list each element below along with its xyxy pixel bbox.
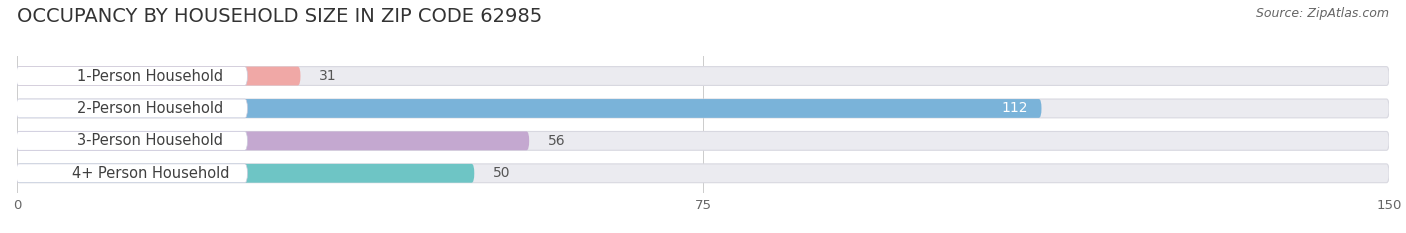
FancyBboxPatch shape (15, 131, 247, 150)
FancyBboxPatch shape (17, 131, 529, 150)
Text: 112: 112 (1001, 101, 1028, 115)
Text: OCCUPANCY BY HOUSEHOLD SIZE IN ZIP CODE 62985: OCCUPANCY BY HOUSEHOLD SIZE IN ZIP CODE … (17, 7, 543, 26)
FancyBboxPatch shape (15, 164, 247, 183)
Text: 3-Person Household: 3-Person Household (77, 133, 224, 148)
Text: 4+ Person Household: 4+ Person Household (72, 166, 229, 181)
FancyBboxPatch shape (17, 99, 1389, 118)
FancyBboxPatch shape (15, 67, 247, 86)
Text: 1-Person Household: 1-Person Household (77, 69, 224, 83)
FancyBboxPatch shape (17, 67, 301, 86)
FancyBboxPatch shape (17, 164, 474, 183)
Text: 2-Person Household: 2-Person Household (77, 101, 224, 116)
FancyBboxPatch shape (17, 131, 1389, 150)
FancyBboxPatch shape (17, 67, 1389, 86)
Text: 50: 50 (492, 166, 510, 180)
FancyBboxPatch shape (17, 164, 1389, 183)
Text: 31: 31 (319, 69, 336, 83)
Text: 56: 56 (547, 134, 565, 148)
Text: Source: ZipAtlas.com: Source: ZipAtlas.com (1256, 7, 1389, 20)
FancyBboxPatch shape (17, 99, 1042, 118)
FancyBboxPatch shape (15, 99, 247, 118)
